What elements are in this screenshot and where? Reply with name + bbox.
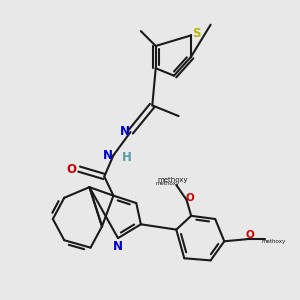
Text: N: N: [103, 149, 113, 162]
Text: methoxy: methoxy: [155, 182, 179, 187]
Text: S: S: [193, 27, 201, 40]
Text: H: H: [122, 151, 132, 164]
Text: N: N: [113, 240, 123, 253]
Text: O: O: [245, 230, 254, 240]
Text: O: O: [66, 163, 76, 176]
Text: methoxy: methoxy: [261, 239, 286, 244]
Text: O: O: [186, 193, 194, 203]
Text: N: N: [120, 125, 130, 139]
Text: methoxy: methoxy: [158, 177, 188, 183]
